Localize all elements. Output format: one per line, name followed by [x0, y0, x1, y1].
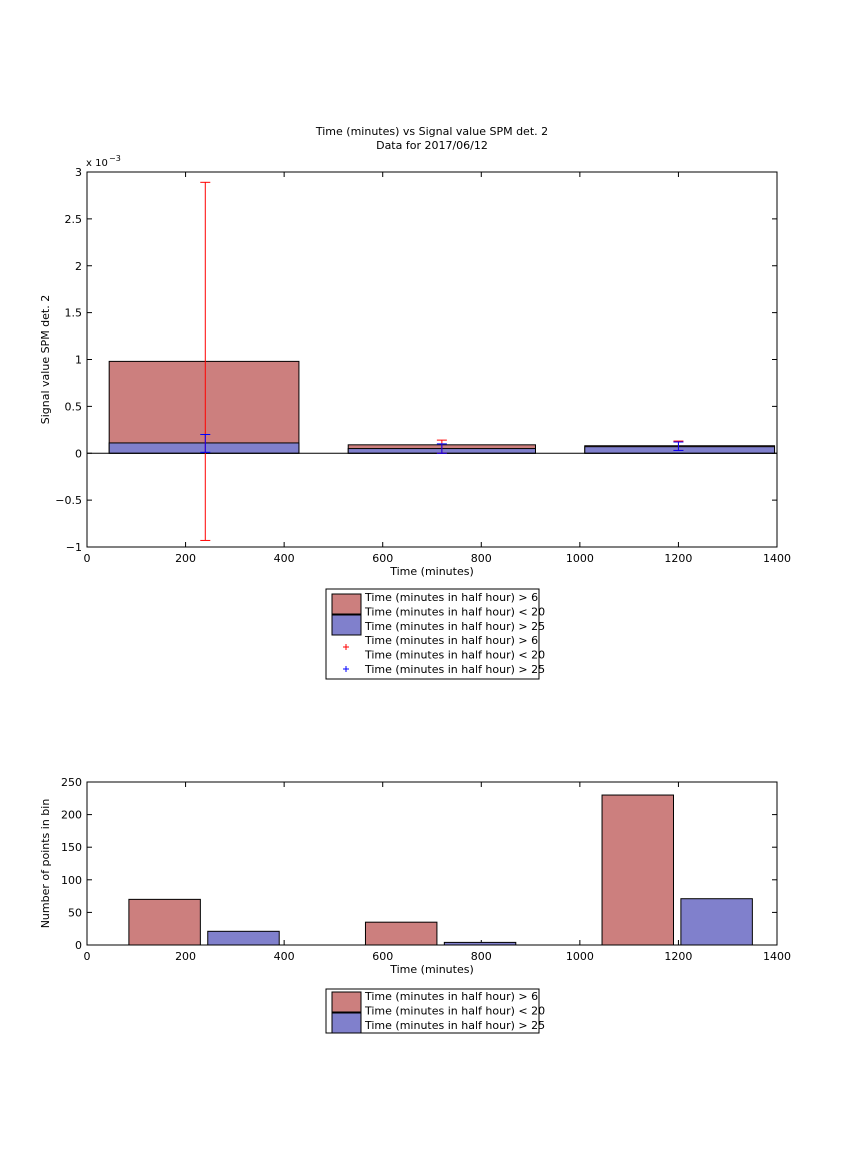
x-tick-label: 800: [471, 552, 492, 565]
x-tick-label: 0: [84, 950, 91, 963]
x-tick-label: 400: [274, 950, 295, 963]
x-tick-label: 200: [175, 552, 196, 565]
bar-series-1: [108, 360, 300, 454]
bar-series-2: [108, 442, 300, 454]
legend-label: Time (minutes in half hour) > 25: [364, 1019, 545, 1032]
y-exponent-label: x 10: [86, 158, 108, 169]
x-tick-label: 1000: [566, 552, 594, 565]
legend-label-line: Time (minutes in half hour) < 20: [364, 649, 545, 662]
y-axis-label: Signal value SPM det. 2: [39, 295, 52, 425]
count-chart: 0 200 400 600 800 1000 1200 1400 0 50 100 150 200 250…: [39, 776, 791, 976]
legend-patch: [331, 991, 362, 1013]
y-tick-label: 200: [61, 809, 82, 822]
signal-chart-legend: Time (minutes in half hour) > 6 Time (min…: [325, 588, 545, 680]
legend-label-line: Time (minutes in half hour) > 6: [364, 591, 538, 604]
legend-label: Time (minutes in half hour) > 6 Time (min…: [364, 634, 545, 662]
y-tick-label: 1.5: [65, 307, 83, 320]
x-tick-label: 400: [274, 552, 295, 565]
x-tick-label: 200: [175, 950, 196, 963]
legend-label-line: Time (minutes in half hour) < 20: [364, 606, 545, 619]
legend-label: Time (minutes in half hour) > 6 Time (min…: [364, 591, 545, 619]
legend-label-line: Time (minutes in half hour) > 25: [364, 620, 545, 633]
y-axis-label: Number of points in bin: [39, 799, 52, 929]
count-bar-series-1: [128, 898, 201, 946]
legend-label-line: Time (minutes in half hour) > 6: [364, 990, 538, 1003]
count-bar-series-1: [601, 794, 674, 946]
x-tick-label: 800: [471, 950, 492, 963]
x-tick-label: 0: [84, 552, 91, 565]
y-tick-label: 0: [75, 447, 82, 460]
count-bar-series-2: [443, 941, 517, 946]
y-tick-label: 3: [75, 166, 82, 179]
legend-label-line: Time (minutes in half hour) > 6: [364, 634, 538, 647]
y-tick-label: 0.5: [65, 400, 83, 413]
chart-title: Time (minutes) vs Signal value SPM det. …: [315, 125, 548, 138]
legend-patch: [331, 614, 362, 636]
x-tick-label: 1400: [763, 950, 791, 963]
x-tick-label: 1400: [763, 552, 791, 565]
x-axis-label: Time (minutes): [389, 963, 474, 976]
y-tick-label: −1: [66, 541, 82, 554]
legend-label-line: Time (minutes in half hour) < 20: [364, 1005, 545, 1018]
x-tick-label: 1200: [664, 552, 692, 565]
legend-label: Time (minutes in half hour) > 25: [364, 663, 545, 676]
y-tick-label: 250: [61, 776, 82, 789]
y-tick-label: 0: [75, 939, 82, 952]
x-tick-label: 600: [372, 552, 393, 565]
chart-subtitle: Data for 2017/06/12: [376, 139, 488, 152]
legend-label-line: Time (minutes in half hour) > 25: [364, 1019, 545, 1032]
x-tick-label: 1000: [566, 950, 594, 963]
x-tick-label: 600: [372, 950, 393, 963]
count-bar-series-1: [364, 921, 438, 946]
y-tick-label: 150: [61, 841, 82, 854]
y-tick-label: 1: [75, 354, 82, 367]
y-tick-label: 100: [61, 874, 82, 887]
y-tick-label: 2: [75, 260, 82, 273]
x-tick-label: 1200: [664, 950, 692, 963]
y-exponent-power: −3: [109, 154, 121, 163]
count-chart-legend: Time (minutes in half hour) > 6 Time (min…: [325, 988, 545, 1034]
count-bar-series-2: [680, 898, 753, 946]
y-tick-label: 2.5: [65, 213, 83, 226]
legend-label-line: Time (minutes in half hour) > 25: [364, 663, 545, 676]
x-axis-label: Time (minutes): [389, 565, 474, 578]
legend-label: Time (minutes in half hour) > 6 Time (min…: [364, 990, 545, 1018]
y-tick-label: 50: [68, 906, 82, 919]
legend-patch: [331, 593, 362, 615]
plot-area: [86, 171, 778, 548]
legend-patch: [331, 1012, 362, 1034]
y-tick-label: −0.5: [55, 494, 82, 507]
legend-label: Time (minutes in half hour) > 25: [364, 620, 545, 633]
signal-chart: Time (minutes) vs Signal value SPM det. …: [39, 125, 791, 578]
count-bar-series-2: [207, 930, 280, 946]
